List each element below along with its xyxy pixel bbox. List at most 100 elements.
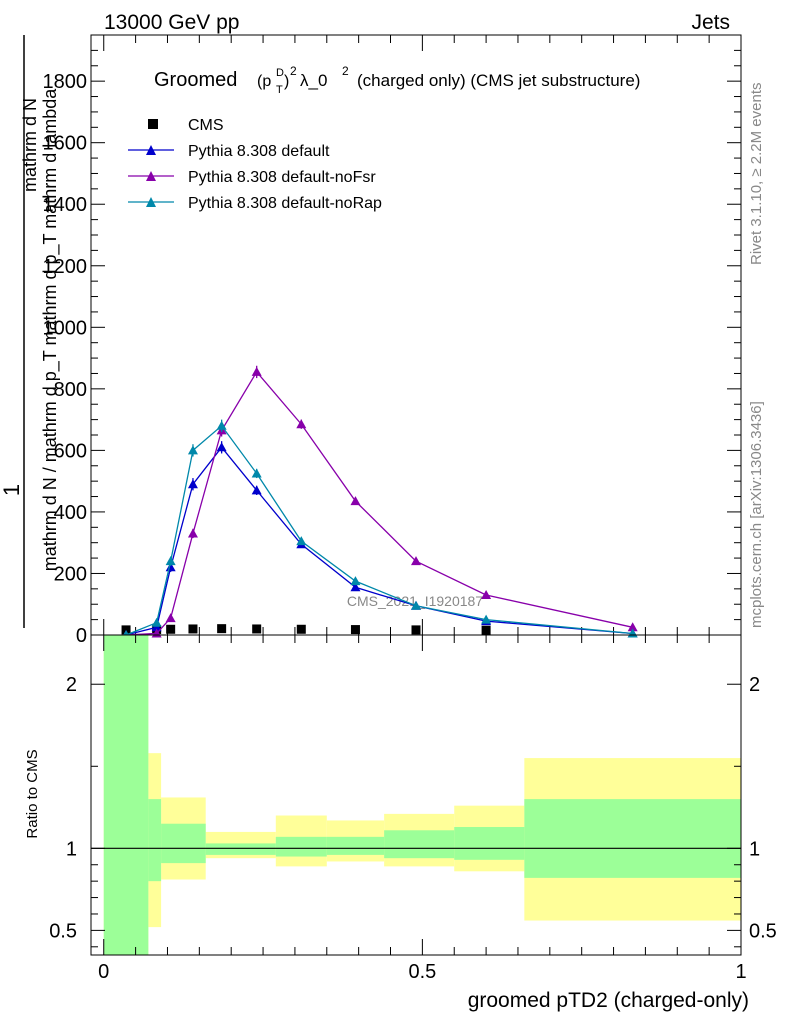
legend-label: Pythia 8.308 default-noFsr	[188, 169, 376, 186]
series-point	[350, 496, 361, 506]
series-point	[251, 366, 262, 376]
ratio-xtick-label: 0	[98, 961, 109, 983]
series-1	[121, 441, 638, 639]
ratio-panel: 0.5 0.51 12 2 0 0.5 1 Ratio to CMS groomed pT…	[24, 634, 777, 1012]
ratio-ytick-label-right: 2	[749, 674, 760, 696]
legend-marker-triangle	[146, 171, 156, 181]
energy-label: 13000 GeV pp	[104, 11, 239, 34]
series-point	[411, 600, 421, 610]
ratio-frame	[90, 634, 742, 956]
title-lambda: λ_0	[300, 71, 327, 90]
title-sub-t: T	[276, 84, 283, 96]
main-ytick-label: 1200	[43, 256, 88, 278]
ratio-band-green	[454, 827, 525, 860]
rivet-label: Rivet 3.1.10, ≥ 2.2M events	[748, 83, 765, 266]
cms-data-point	[411, 625, 421, 635]
ratio-x-axis: 0 0.5 1	[98, 635, 747, 983]
cms-data-point	[296, 624, 306, 634]
ratio-band-green	[275, 836, 327, 857]
ratio-ytick-label-left: 1	[66, 838, 77, 860]
legend: CMS Pythia 8.308 default Pythia 8.308 defa…	[128, 117, 382, 212]
series-0	[121, 624, 491, 635]
ratio-ytick-label-left: 2	[66, 674, 77, 696]
cms-data-point	[217, 624, 227, 634]
series-point	[151, 617, 162, 627]
ylabel-one: 1	[0, 484, 24, 496]
title-formula: (p	[257, 73, 271, 90]
series-point	[216, 442, 227, 452]
series-point	[151, 622, 162, 632]
cms-data-point	[121, 625, 131, 635]
series-point	[350, 582, 361, 592]
main-y-axis: 0 200 400 600 800 1000 1200 1400 1600 1800	[43, 34, 741, 647]
ratio-y-axis: 0.5 0.5 1 1 2 2	[49, 674, 777, 948]
main-panel: 0 200 400 600 800 1000 1200 1400 1600 1800 CMS_20…	[0, 34, 742, 647]
cms-data-point	[166, 624, 176, 634]
main-y-label: 1 mathrm d N mathrm d N / mathrm d p_T m…	[0, 35, 61, 628]
title-sup-d: D	[276, 67, 284, 79]
series-point	[350, 576, 361, 586]
series-point	[187, 528, 198, 538]
ratio-y-label: Ratio to CMS	[24, 749, 41, 838]
ratio-xtick-label: 0.5	[408, 961, 436, 983]
series-point	[165, 613, 176, 623]
mcplots-label: mcplots.cern.ch [arXiv:1306.3436]	[748, 401, 765, 628]
legend-marker-triangle	[146, 145, 156, 155]
main-ytick-label: 400	[54, 502, 87, 524]
series-point	[165, 562, 176, 572]
main-ytick-label: 200	[54, 563, 87, 585]
series-point	[251, 468, 262, 478]
main-series-group	[121, 365, 638, 639]
ratio-xtick-label: 1	[735, 961, 746, 983]
ratio-ytick-label-right: 0.5	[749, 920, 777, 942]
x-axis-label: groomed pTD2 (charged-only)	[468, 989, 749, 1012]
main-ytick-label: 800	[54, 379, 87, 401]
ratio-band-green	[205, 843, 276, 855]
main-ytick-label: 1400	[43, 194, 88, 216]
cms-data-point	[350, 625, 360, 635]
legend-marker-square	[148, 119, 158, 129]
ratio-band-green	[148, 799, 162, 882]
main-ytick-label: 600	[54, 440, 87, 462]
series-point	[296, 419, 307, 429]
ratio-band-green	[326, 836, 385, 855]
ylabel-numerator: mathrm d N	[20, 98, 40, 192]
ratio-band-green	[384, 830, 455, 859]
main-ytick-label: 1000	[43, 317, 88, 339]
series-point	[187, 445, 198, 455]
main-ytick-label: 1800	[43, 71, 88, 93]
title-main: Groomed	[154, 69, 237, 91]
ylabel-denominator: mathrm d N / mathrm d p_T mathrm d p_T m…	[40, 88, 61, 571]
ratio-ytick-label-right: 1	[749, 838, 760, 860]
main-ytick-label: 0	[76, 625, 87, 647]
legend-label: Pythia 8.308 default	[188, 143, 330, 160]
title-paren: )	[284, 73, 289, 90]
cms-data-point	[188, 624, 198, 634]
ratio-ytick-label-left: 0.5	[49, 920, 77, 942]
legend-marker-triangle	[146, 197, 156, 207]
ratio-band-green	[161, 823, 206, 864]
legend-label: Pythia 8.308 default-noRap	[188, 195, 382, 212]
series-point	[165, 556, 176, 566]
chart-title: Groomed (p D T ) 2 λ_0 2 (charged only) …	[154, 64, 640, 96]
series-point	[481, 590, 492, 599]
cms-data-point	[252, 624, 262, 634]
cms-data-point	[481, 625, 491, 635]
main-x-ticks	[103, 35, 742, 635]
ratio-bands	[91, 635, 741, 955]
series-point	[627, 622, 638, 632]
title-rest: (charged only) (CMS jet substructure)	[357, 71, 640, 90]
main-ytick-label: 1600	[43, 133, 88, 155]
title-sup-2: 2	[290, 64, 297, 78]
series-3	[121, 419, 638, 639]
title-sup-2b: 2	[342, 64, 349, 78]
series-point	[481, 614, 492, 624]
series-point	[296, 536, 307, 546]
category-label: Jets	[691, 11, 730, 34]
ratio-band-green	[103, 635, 149, 955]
watermark: CMS_2021_I1920187	[347, 593, 483, 609]
legend-label: CMS	[188, 117, 224, 134]
ratio-band-green	[524, 799, 741, 878]
